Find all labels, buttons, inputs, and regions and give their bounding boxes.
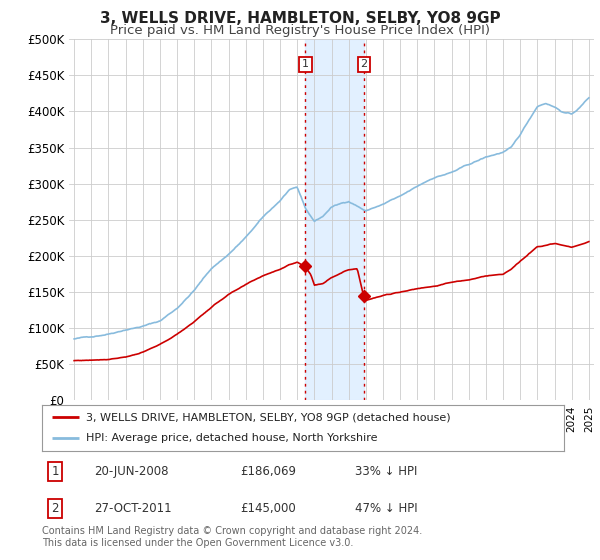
Text: 3, WELLS DRIVE, HAMBLETON, SELBY, YO8 9GP: 3, WELLS DRIVE, HAMBLETON, SELBY, YO8 9G…	[100, 11, 500, 26]
Text: 27-OCT-2011: 27-OCT-2011	[94, 502, 172, 515]
Text: 20-JUN-2008: 20-JUN-2008	[94, 465, 169, 478]
Text: Price paid vs. HM Land Registry's House Price Index (HPI): Price paid vs. HM Land Registry's House …	[110, 24, 490, 36]
Text: Contains HM Land Registry data © Crown copyright and database right 2024.
This d: Contains HM Land Registry data © Crown c…	[42, 526, 422, 548]
Text: 2: 2	[361, 59, 368, 69]
Text: HPI: Average price, detached house, North Yorkshire: HPI: Average price, detached house, Nort…	[86, 433, 378, 444]
Bar	[305, 39, 364, 400]
Text: 47% ↓ HPI: 47% ↓ HPI	[355, 502, 418, 515]
Text: £186,069: £186,069	[241, 465, 296, 478]
Text: 33% ↓ HPI: 33% ↓ HPI	[355, 465, 418, 478]
Text: £145,000: £145,000	[241, 502, 296, 515]
Text: 3, WELLS DRIVE, HAMBLETON, SELBY, YO8 9GP (detached house): 3, WELLS DRIVE, HAMBLETON, SELBY, YO8 9G…	[86, 412, 451, 422]
Text: 2: 2	[52, 502, 59, 515]
Text: 1: 1	[302, 59, 309, 69]
Text: 1: 1	[52, 465, 59, 478]
